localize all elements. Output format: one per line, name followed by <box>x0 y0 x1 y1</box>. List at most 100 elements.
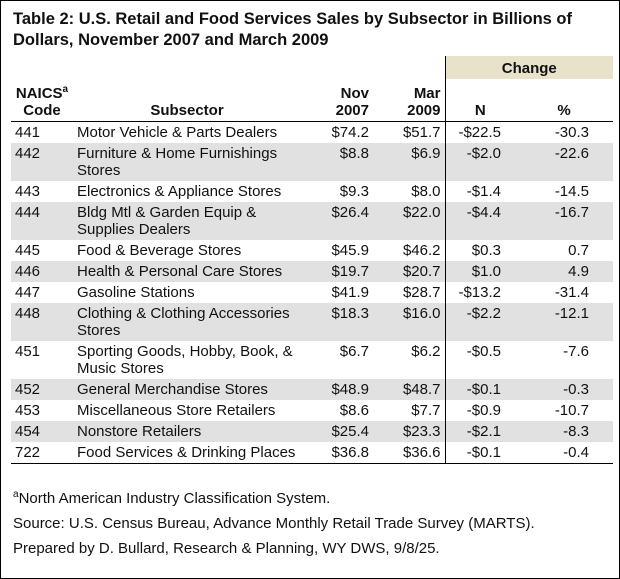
change-pct: 0.7 <box>568 242 590 259</box>
naics-code: 442 <box>11 143 73 181</box>
mar-2009: $6.9 <box>373 143 445 181</box>
naics-code: 451 <box>15 343 41 360</box>
nov-2007: $41.9 <box>331 284 369 301</box>
mar-2009: $28.7 <box>402 284 441 301</box>
mar-2009: $7.7 <box>411 402 441 419</box>
naics-code: 722 <box>11 442 73 464</box>
subsector: Sporting Goods, Hobby, Book, & Music Sto… <box>77 343 293 377</box>
footnote: North American Industry Classification S… <box>18 490 331 507</box>
table-row: 446 Health & Personal Care Stores $19.7 $20… <box>11 261 614 282</box>
nov-2007: $74.2 <box>331 124 369 141</box>
change-n: -$2.0 <box>444 143 515 181</box>
change-n: -$13.2 <box>444 282 515 303</box>
naics-code: 452 <box>11 379 73 400</box>
col-header: NAICS <box>15 85 63 102</box>
change-pct: -31.4 <box>554 284 590 301</box>
table-row: 448 Clothing & Clothing Accessories Store… <box>11 303 614 341</box>
change-n: -$1.4 <box>444 181 515 202</box>
change-n: -$4.4 <box>444 202 515 240</box>
credit: Prepared by D. Bullard, Research & Plann… <box>13 540 440 557</box>
table-row: 452 General Merchandise Stores $48.9 $48.7-… <box>11 379 614 400</box>
title: Table 2: U.S. Retail and Food Services S… <box>13 10 573 49</box>
mar-2009: $48.7 <box>373 379 445 400</box>
change-pct: -8.3 <box>515 421 614 442</box>
source: Source: U.S. Census Bureau, Advance Mont… <box>13 515 535 532</box>
subsector: Furniture & Home Furnishings Stores <box>73 143 301 181</box>
col-header: Mar <box>413 85 441 102</box>
subsector: Electronics & Appliance Stores <box>77 183 282 200</box>
table-row: 453 Miscellaneous Store Retailers $8.6 $7.7… <box>11 400 613 421</box>
col-header: N <box>444 79 515 122</box>
nov-2007: $8.8 <box>301 143 373 181</box>
naics-code: 454 <box>11 421 73 442</box>
subsector: Food Services & Drinking Places <box>73 442 301 464</box>
data-table: Change NAICSa Code Subsector Nov 2007 Mar 2… <box>11 56 614 464</box>
table-row: 444 Bldg Mtl & Garden Equip & Supplies De… <box>11 202 614 240</box>
naics-code: 445 <box>15 242 41 259</box>
change-pct: -7.6 <box>563 343 590 360</box>
subsector: Motor Vehicle & Parts Dealers <box>77 124 278 141</box>
change-n: -$2.1 <box>444 421 515 442</box>
change-pct: -16.7 <box>515 202 614 240</box>
subsector: Food & Beverage Stores <box>77 242 242 259</box>
nov-2007: $8.6 <box>339 402 369 419</box>
mar-2009: $20.7 <box>373 261 445 282</box>
table-row: 441 Motor Vehicle & Parts Dealers $74.2 $51… <box>11 121 613 143</box>
table-row: 442 Furniture & Home Furnishings Stores $8… <box>11 143 614 181</box>
table-row: 451 Sporting Goods, Hobby, Book, & Music … <box>11 341 613 379</box>
change-n: -$0.9 <box>444 400 515 421</box>
col-header: % <box>515 79 614 122</box>
naics-code: 441 <box>15 124 41 141</box>
nov-2007: $26.4 <box>301 202 373 240</box>
change-n: $1.0 <box>444 261 515 282</box>
nov-2007: $19.7 <box>301 261 373 282</box>
change-pct: -10.7 <box>554 402 590 419</box>
naics-code: 447 <box>15 284 41 301</box>
change-pct: 4.9 <box>515 261 614 282</box>
footnote-mark: a <box>62 84 69 95</box>
subsector: Health & Personal Care Stores <box>73 261 301 282</box>
nov-2007: $36.8 <box>301 442 373 464</box>
mar-2009: $51.7 <box>402 124 441 141</box>
change-pct: -14.5 <box>554 183 590 200</box>
mar-2009: $36.6 <box>373 442 445 464</box>
mar-2009: $8.0 <box>411 183 441 200</box>
naics-code: 446 <box>11 261 73 282</box>
subsector: Bldg Mtl & Garden Equip & Supplies Deale… <box>73 202 301 240</box>
nov-2007: $9.3 <box>339 183 369 200</box>
change-pct: -0.4 <box>515 442 614 464</box>
nov-2007: $6.7 <box>339 343 369 360</box>
change-n: -$22.5 <box>444 121 515 143</box>
col-header: 2009 <box>407 102 441 119</box>
mar-2009: $46.2 <box>402 242 441 259</box>
table-row: 722 Food Services & Drinking Places $36.8 $… <box>11 442 614 464</box>
table-row: 443 Electronics & Appliance Stores $9.3 $8.… <box>11 181 613 202</box>
mar-2009: $6.2 <box>411 343 441 360</box>
naics-code: 443 <box>15 183 41 200</box>
col-header: Nov <box>340 85 369 102</box>
mar-2009: $22.0 <box>373 202 445 240</box>
change-n: $0.3 <box>444 240 515 261</box>
col-header: 2007 <box>335 102 369 119</box>
change-pct: -12.1 <box>515 303 614 341</box>
mar-2009: $16.0 <box>373 303 445 341</box>
nov-2007: $18.3 <box>301 303 373 341</box>
subsector: Gasoline Stations <box>77 284 195 301</box>
subsector: Nonstore Retailers <box>73 421 301 442</box>
mar-2009: $23.3 <box>373 421 445 442</box>
change-pct: -0.3 <box>515 379 614 400</box>
change-n: -$0.1 <box>444 442 515 464</box>
nov-2007: $25.4 <box>301 421 373 442</box>
table-row: 447 Gasoline Stations $41.9 $28.7 -$13.2 -31.… <box>11 282 613 303</box>
change-pct: -30.3 <box>554 124 590 141</box>
naics-code: 448 <box>11 303 73 341</box>
subsector: Miscellaneous Store Retailers <box>77 402 276 419</box>
naics-code: 453 <box>15 402 41 419</box>
change-pct: -22.6 <box>515 143 614 181</box>
nov-2007: $45.9 <box>331 242 369 259</box>
col-header: Code <box>23 102 61 119</box>
change-n: -$2.2 <box>444 303 515 341</box>
naics-code: 444 <box>11 202 73 240</box>
footnote-mark: a <box>13 489 19 500</box>
